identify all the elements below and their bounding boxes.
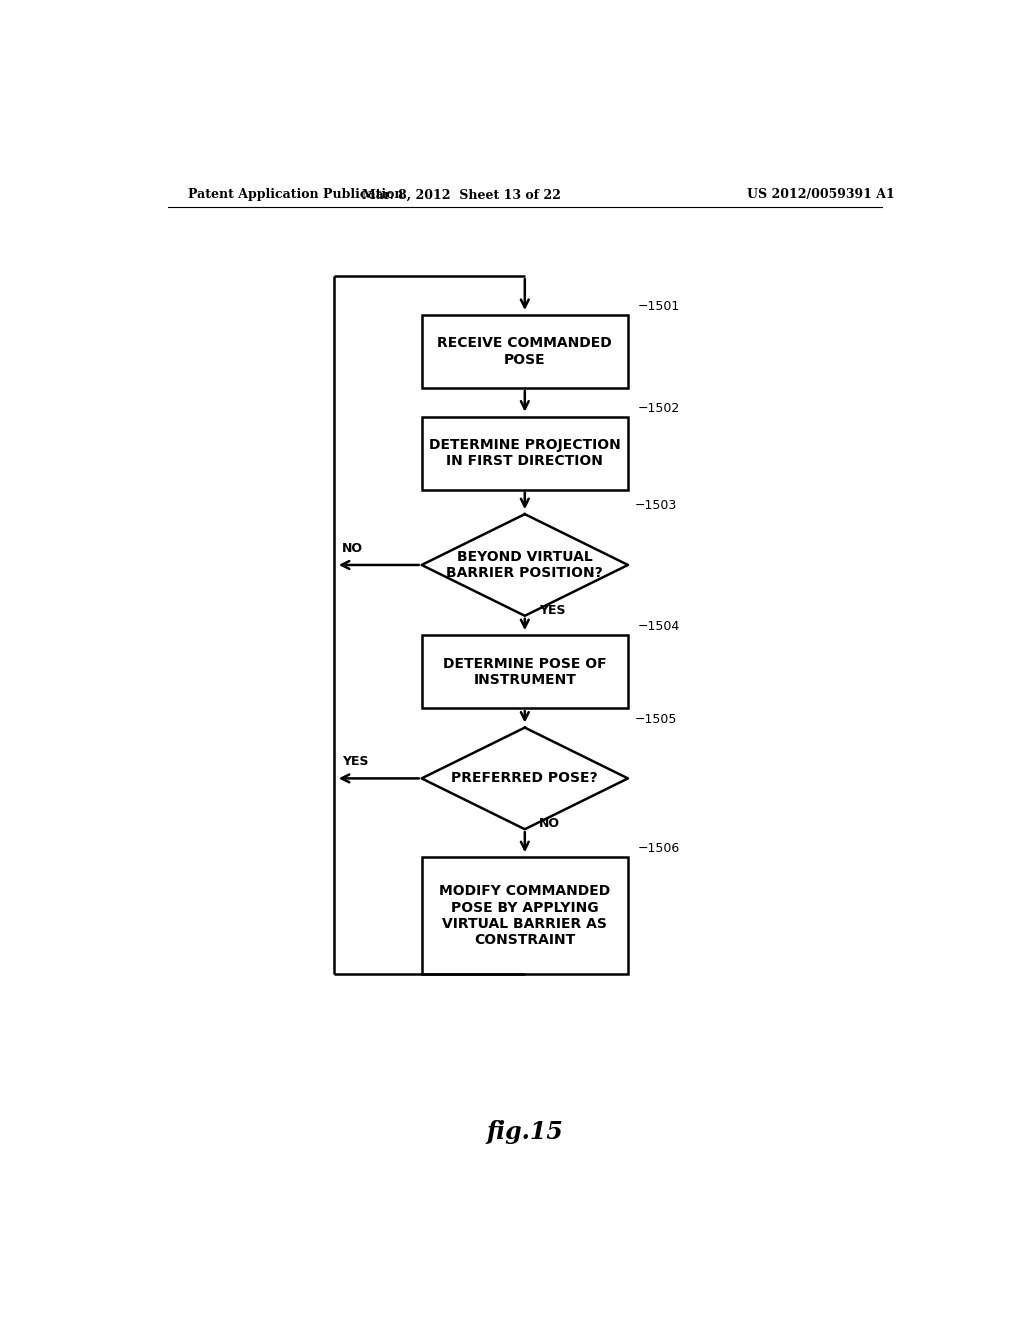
Text: MODIFY COMMANDED
POSE BY APPLYING
VIRTUAL BARRIER AS
CONSTRAINT: MODIFY COMMANDED POSE BY APPLYING VIRTUA… — [439, 884, 610, 946]
Text: −1504: −1504 — [638, 620, 680, 634]
Text: −1503: −1503 — [634, 499, 677, 512]
Text: YES: YES — [539, 603, 565, 616]
Text: NO: NO — [539, 817, 560, 830]
Text: BEYOND VIRTUAL
BARRIER POSITION?: BEYOND VIRTUAL BARRIER POSITION? — [446, 550, 603, 579]
Text: fig.15: fig.15 — [486, 1121, 563, 1144]
Text: −1506: −1506 — [638, 842, 680, 855]
Text: YES: YES — [342, 755, 369, 768]
Text: NO: NO — [342, 541, 364, 554]
Text: PREFERRED POSE?: PREFERRED POSE? — [452, 771, 598, 785]
Text: −1502: −1502 — [638, 401, 680, 414]
FancyBboxPatch shape — [422, 417, 628, 490]
FancyBboxPatch shape — [422, 857, 628, 974]
Text: RECEIVE COMMANDED
POSE: RECEIVE COMMANDED POSE — [437, 337, 612, 367]
Text: DETERMINE POSE OF
INSTRUMENT: DETERMINE POSE OF INSTRUMENT — [443, 656, 606, 686]
Text: Mar. 8, 2012  Sheet 13 of 22: Mar. 8, 2012 Sheet 13 of 22 — [361, 189, 561, 202]
Text: Patent Application Publication: Patent Application Publication — [187, 189, 403, 202]
Text: US 2012/0059391 A1: US 2012/0059391 A1 — [748, 189, 895, 202]
Text: DETERMINE PROJECTION
IN FIRST DIRECTION: DETERMINE PROJECTION IN FIRST DIRECTION — [429, 438, 621, 469]
FancyBboxPatch shape — [422, 635, 628, 709]
Text: −1505: −1505 — [634, 713, 677, 726]
Text: −1501: −1501 — [638, 300, 680, 313]
FancyBboxPatch shape — [422, 315, 628, 388]
Polygon shape — [422, 727, 628, 829]
Polygon shape — [422, 515, 628, 616]
